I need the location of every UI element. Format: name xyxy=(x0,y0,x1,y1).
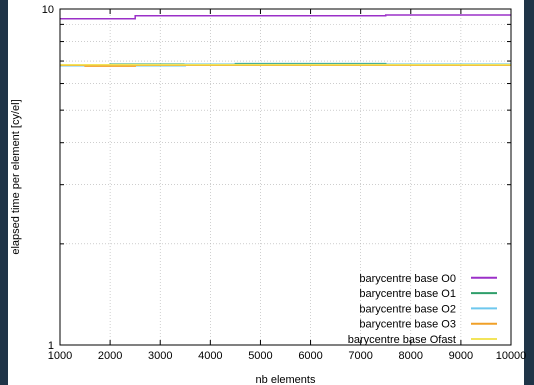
x-tick-label: 10000 xyxy=(496,350,527,362)
x-tick-label: 5000 xyxy=(248,350,272,362)
legend-label: barycentre base O2 xyxy=(359,303,456,315)
x-axis-ticks: 1000 2000 3000 4000 5000 6000 7000 8000 9000 1000… xyxy=(48,9,527,362)
legend-label: barycentre base O1 xyxy=(359,288,456,300)
x-tick-label: 3000 xyxy=(148,350,172,362)
y-tick-label: 1 xyxy=(48,340,54,352)
y-tick-label: 10 xyxy=(42,4,54,16)
legend-label: barycentre base O0 xyxy=(359,273,456,285)
grid-lines xyxy=(60,9,511,345)
plot-frame xyxy=(59,8,512,346)
legend-label: barycentre base O3 xyxy=(359,319,456,331)
x-tick-label: 9000 xyxy=(449,350,473,362)
x-tick-label: 6000 xyxy=(298,350,322,362)
x-tick-label: 8000 xyxy=(399,350,423,362)
series-lines xyxy=(60,14,511,67)
x-tick-label: 4000 xyxy=(198,350,222,362)
y-axis-label: elapsed time per element [cy/el] xyxy=(10,99,22,254)
y-axis-ticks: 1 10 xyxy=(42,4,511,352)
x-tick-label: 2000 xyxy=(98,350,122,362)
x-axis-label: nb elements xyxy=(256,374,316,385)
legend: barycentre base O0 barycentre base O1 bary… xyxy=(348,273,497,346)
series-line-0 xyxy=(60,14,511,20)
x-tick-label: 1000 xyxy=(48,350,72,362)
legend-label: barycentre base Ofast xyxy=(348,334,456,346)
x-tick-label: 7000 xyxy=(348,350,372,362)
